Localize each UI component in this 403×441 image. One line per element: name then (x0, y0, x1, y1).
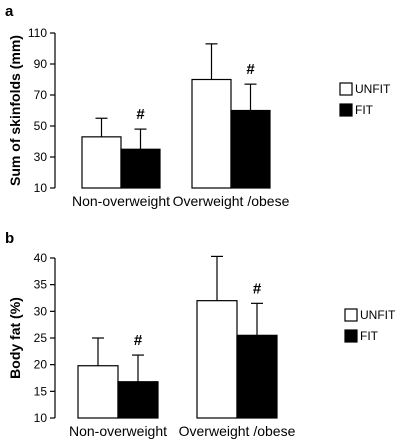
category-label: Non-overweight (69, 423, 167, 439)
y-tick-label: 50 (34, 119, 48, 133)
y-tick-label: 10 (34, 411, 48, 425)
y-tick-label: 40 (34, 251, 48, 265)
y-axis-title: Sum of skinfolds (mm) (7, 35, 23, 186)
y-tick-label: 90 (34, 57, 48, 71)
legend-swatch-fit (344, 329, 358, 343)
category-label: Overweight /obese (179, 423, 296, 439)
significance-marker: # (134, 332, 143, 349)
bar-fit (117, 381, 159, 419)
panel-label: a (5, 3, 14, 20)
y-tick-label: 30 (34, 150, 48, 164)
legend-label-unfit: UNFIT (355, 82, 391, 96)
panel-label: b (5, 230, 14, 247)
bar-fit (236, 334, 278, 419)
y-axis-title: Body fat (%) (7, 297, 23, 379)
bar-unfit (196, 300, 238, 419)
y-tick-label: 10 (34, 181, 48, 195)
bar-unfit (77, 365, 119, 419)
legend-label-unfit: UNFIT (360, 308, 396, 322)
legend-swatch-unfit (339, 82, 353, 96)
y-tick-label: 110 (28, 26, 47, 40)
y-tick-label: 30 (34, 304, 48, 318)
bar-fit (120, 148, 161, 189)
legend-swatch-fit (339, 103, 353, 117)
y-tick-label: 25 (34, 331, 48, 345)
bar-fit (230, 109, 271, 189)
significance-marker: # (136, 106, 145, 123)
category-label: Overweight /obese (173, 193, 290, 209)
legend-label-fit: FIT (355, 103, 374, 117)
y-tick-label: 15 (34, 384, 48, 398)
y-tick-label: 20 (34, 358, 48, 372)
category-label: Non-overweight (72, 193, 170, 209)
significance-marker: # (246, 61, 255, 78)
legend-label-fit: FIT (360, 329, 379, 343)
legend-swatch-unfit (344, 308, 358, 322)
y-tick-label: 35 (34, 278, 48, 292)
bar-unfit (81, 136, 122, 189)
significance-marker: # (253, 280, 262, 297)
y-tick-label: 70 (34, 88, 48, 102)
bar-unfit (191, 78, 232, 189)
